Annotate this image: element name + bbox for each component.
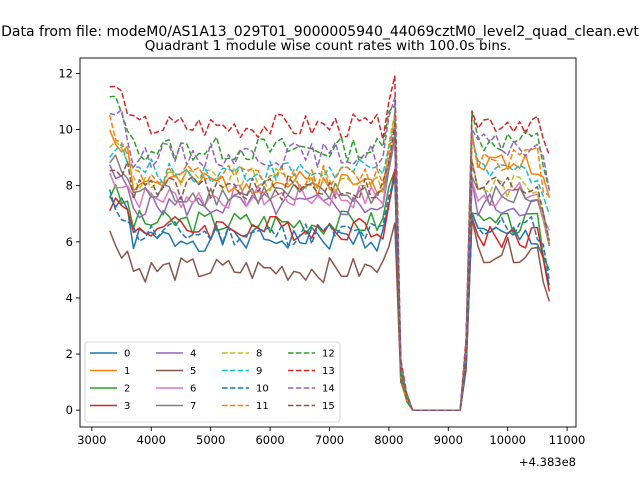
legend-label-10: 10: [256, 384, 269, 395]
series-layer: [108, 75, 551, 411]
axes-frame: [79, 57, 577, 428]
y-tick-label: 10: [58, 123, 73, 137]
series-line-13: [109, 75, 551, 411]
legend-label-15: 15: [322, 401, 335, 412]
legend-label-8: 8: [256, 349, 262, 360]
series-line-9: [109, 122, 551, 411]
legend-box: [84, 341, 341, 423]
x-tick-label: 3000: [77, 433, 106, 447]
series-line-6: [109, 142, 550, 411]
x-offset-label: +4.383e8: [519, 455, 576, 469]
series-line-3: [109, 168, 551, 411]
y-tick-label: 0: [66, 403, 73, 417]
series-line-10: [108, 177, 551, 411]
chart-title: Quadrant 1 module wise count rates with …: [145, 38, 511, 54]
x-tick-label: 11000: [549, 433, 586, 447]
x-tick-label: 10000: [489, 433, 526, 447]
x-tick-label: 5000: [196, 433, 225, 447]
legend-label-6: 6: [190, 384, 196, 395]
series-line-7: [109, 133, 551, 411]
y-tick-label: 4: [66, 291, 73, 305]
y-tick-label: 2: [66, 347, 73, 361]
y-tick-label: 12: [58, 66, 73, 80]
y-tick-label: 8: [66, 179, 73, 193]
legend-label-9: 9: [256, 366, 262, 377]
legend-label-5: 5: [190, 366, 196, 377]
x-tick-label: 6000: [255, 433, 284, 447]
axes-layer: 3000 4000 5000 6000 7000 8000 9000 10000 11000 0 2…: [58, 57, 586, 447]
y-tick-label: 6: [66, 235, 73, 249]
plot-area: 3000 4000 5000 6000 7000 8000 9000 10000 11000 0 2…: [58, 57, 586, 447]
legend-label-14: 14: [322, 384, 335, 395]
x-tick-label: 4000: [137, 433, 166, 447]
x-tick-label: 9000: [434, 433, 463, 447]
series-line-14: [109, 96, 551, 411]
legend-label-13: 13: [322, 366, 335, 377]
series-line-11: [108, 114, 550, 411]
legend-label-7: 7: [190, 401, 196, 412]
legend-label-0: 0: [124, 349, 130, 360]
legend-label-4: 4: [190, 349, 196, 360]
legend-label-2: 2: [124, 384, 130, 395]
x-tick-label: 7000: [315, 433, 344, 447]
series-line-5: [109, 217, 551, 411]
legend-label-12: 12: [322, 349, 335, 360]
x-tick-label: 8000: [374, 433, 403, 447]
legend-label-11: 11: [256, 401, 269, 412]
legend-label-3: 3: [124, 401, 130, 412]
legend-label-1: 1: [124, 366, 130, 377]
figure-suptitle: Data from file: modeM0/AS1A13_029T01_900…: [1, 24, 639, 40]
series-line-15: [109, 123, 551, 411]
series-line-2: [109, 169, 550, 411]
series-line-12: [109, 95, 551, 411]
